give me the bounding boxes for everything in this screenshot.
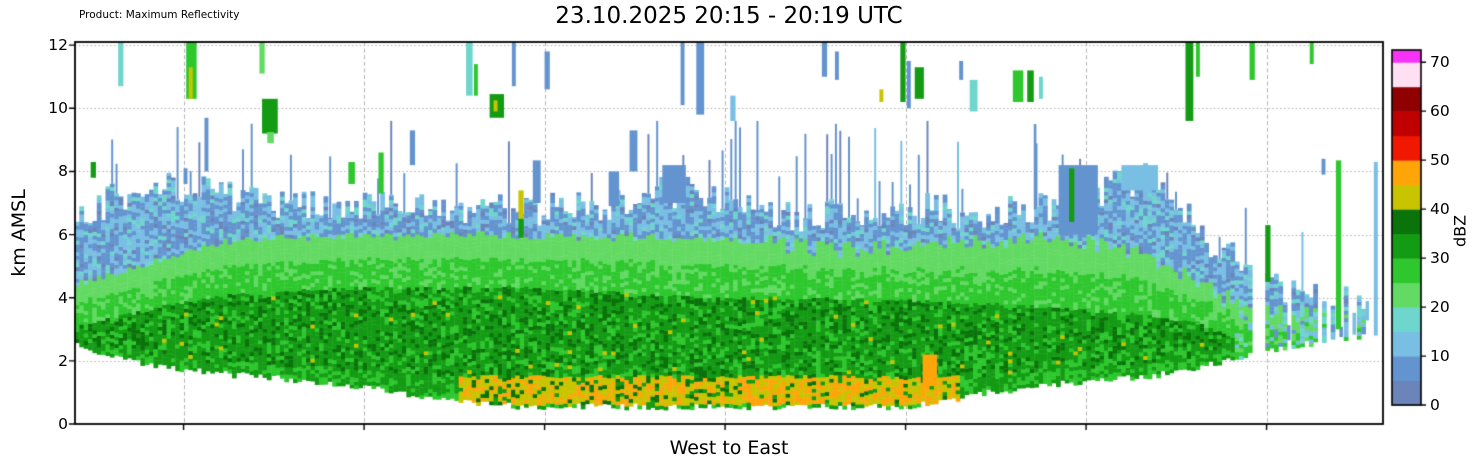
colorbar-tick-label: 30 [1430, 249, 1450, 268]
y-tick-label: 2 [58, 351, 68, 370]
y-tick-label: 10 [48, 99, 68, 118]
y-tick-label: 12 [48, 36, 68, 55]
colorbar-tick-label: 60 [1430, 102, 1450, 121]
product-label: Product: Maximum Reflectivity [79, 9, 240, 21]
x-axis-label: West to East [669, 437, 789, 459]
y-tick-label: 4 [58, 288, 68, 307]
y-tick-label: 6 [58, 225, 68, 244]
y-tick-label: 8 [58, 162, 68, 181]
y-tick-label: 0 [58, 415, 68, 433]
colorbar-tick-label: 50 [1430, 151, 1450, 170]
colorbar-label: dBZ [1450, 214, 1470, 248]
colorbar-tick-label: 20 [1430, 298, 1450, 317]
colorbar-tick-label: 10 [1430, 347, 1450, 366]
colorbar-tick-label: 70 [1430, 53, 1450, 72]
colorbar-tick-label: 40 [1430, 200, 1450, 219]
chart-title: 23.10.2025 20:15 - 20:19 UTC [555, 3, 903, 29]
colorbar-tick-label: 0 [1430, 396, 1440, 414]
